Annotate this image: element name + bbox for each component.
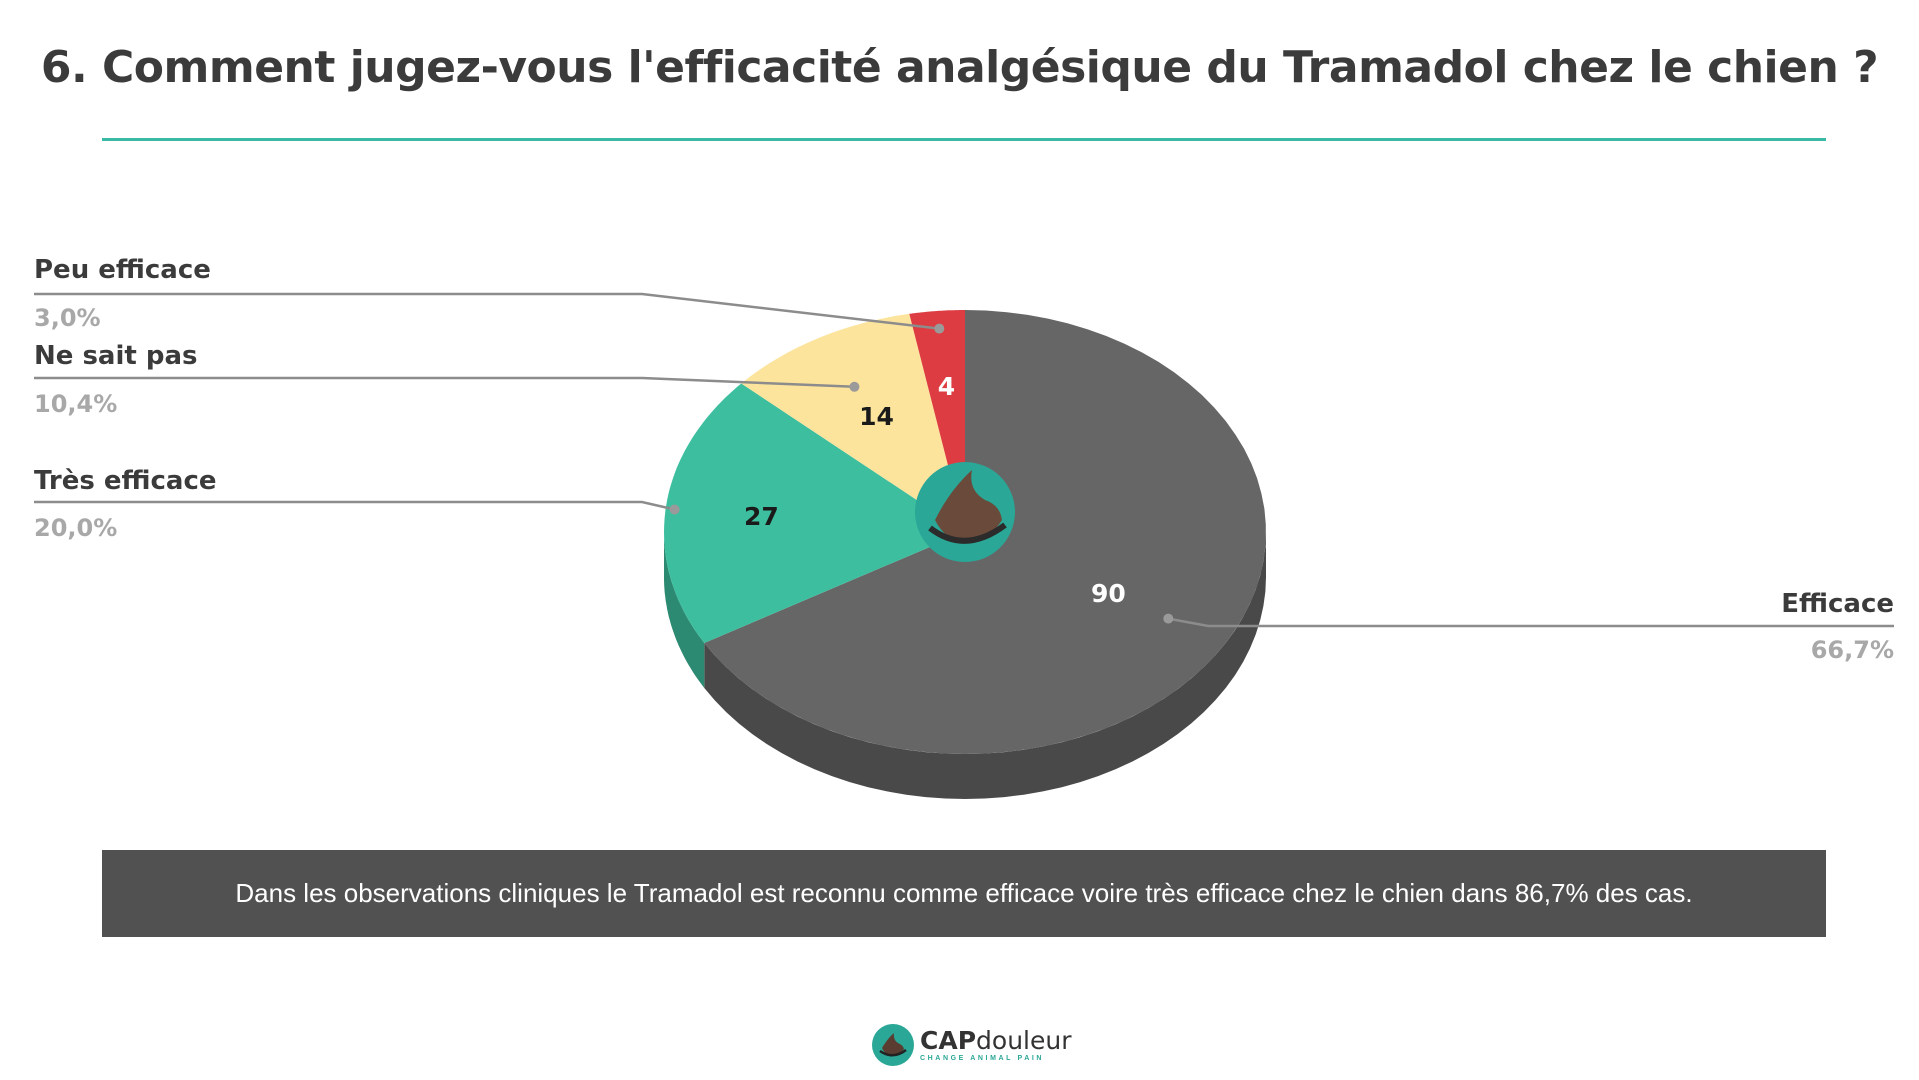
legend-label: Peu efficace	[34, 255, 211, 285]
pie-side-0	[704, 532, 1266, 799]
brand-tagline: CHANGE ANIMAL PAIN	[920, 1055, 1045, 1062]
slice-value-label: 27	[744, 502, 779, 531]
callout-line	[1168, 617, 1894, 628]
callout-line	[34, 292, 940, 330]
title-divider	[102, 138, 1826, 141]
brand-name-bold: CAP	[920, 1026, 977, 1055]
brand-name-rest: douleur	[976, 1026, 1072, 1055]
center-logo-icon	[915, 462, 1015, 562]
page-title: 6. Comment jugez-vous l'efficacité analg…	[40, 42, 1879, 93]
legend-percent: 10,4%	[34, 390, 117, 418]
pie-slice-ne-sait-pas	[741, 313, 965, 532]
conclusion-banner: Dans les observations cliniques le Trama…	[102, 850, 1826, 937]
brand-logo: CAPdouleur CHANGE ANIMAL PAIN	[872, 1022, 1072, 1068]
pie-side-1	[664, 532, 705, 688]
callout-dot	[669, 504, 680, 515]
callout-dot	[1163, 613, 1174, 624]
slice-value-label: 4	[938, 372, 955, 401]
legend-label: Efficace	[1781, 589, 1894, 619]
slice-value-label: 14	[859, 402, 894, 431]
callout-line	[34, 500, 675, 511]
legend-label: Très efficace	[34, 466, 217, 496]
callout-dot	[849, 381, 860, 392]
dog-paw-hand-icon	[872, 1024, 914, 1066]
legend-percent: 20,0%	[34, 514, 117, 542]
slice-value-label: 90	[1091, 579, 1126, 608]
pie-slice-très-efficace	[664, 383, 965, 643]
legend-label: Ne sait pas	[34, 341, 198, 371]
conclusion-text: Dans les observations cliniques le Trama…	[235, 878, 1693, 908]
callout-line	[34, 376, 855, 389]
legend-percent: 3,0%	[34, 304, 101, 332]
label-layer: 90 Efficace 66,7% 27 Très efficace 20,0% 14 Ne …	[34, 255, 1894, 664]
legend-percent: 66,7%	[1811, 636, 1894, 664]
callout-dot	[934, 323, 945, 334]
